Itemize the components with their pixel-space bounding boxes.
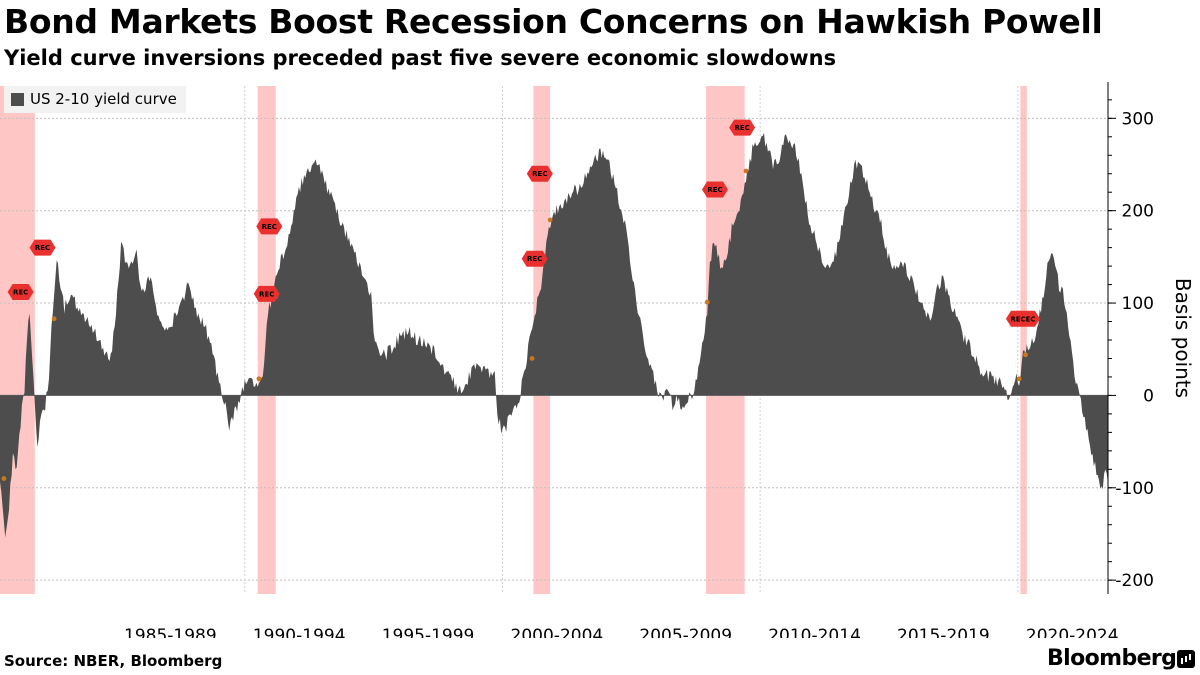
- x-tick-label-4: 2005-2009: [639, 626, 732, 638]
- rec-marker-shape-2: [253, 285, 280, 302]
- recession-dot-1: [51, 316, 57, 322]
- x-tick-label-1: 1990-1994: [253, 626, 346, 638]
- rec-marker-label-1: REC: [35, 244, 50, 252]
- bloomberg-chart-icon: [1177, 650, 1195, 668]
- x-tick-label-3: 2000-2004: [511, 626, 604, 638]
- series-area-us-2-10-yield-curve: [0, 132, 1108, 538]
- y-tick-label--200: -200: [1115, 571, 1154, 591]
- yield-curve-chart: REC REC REC REC REC REC REC REC RECEC -200 -100 0 1…: [0, 82, 1154, 638]
- recession-dot-9: [1023, 352, 1028, 358]
- rec-marker-shape-7: [729, 119, 756, 136]
- recession-dot-2: [256, 376, 262, 382]
- recession-dot-6: [704, 299, 710, 305]
- rec-marker-shape-4: [521, 250, 548, 267]
- rec-marker-label-8: RECEC: [1010, 315, 1035, 323]
- rec-marker-label-7: REC: [734, 124, 749, 132]
- chart-title: Bond Markets Boost Recession Concerns on…: [4, 2, 1103, 41]
- rec-marker-6: REC: [702, 181, 729, 198]
- recession-dot-8: [1016, 376, 1022, 382]
- y-tick-label-300: 300: [1122, 109, 1154, 129]
- y-tick-label-100: 100: [1122, 294, 1154, 314]
- x-tick-label-5: 2010-2014: [768, 626, 861, 638]
- bloomberg-logo: Bloomberg: [1047, 646, 1177, 671]
- rec-marker-shape-6: [702, 181, 729, 198]
- x-tick-label-7: 2020-2024: [1026, 626, 1119, 638]
- recession-dot-4: [529, 356, 535, 361]
- recession-markers: REC REC REC REC REC REC REC REC RECEC: [7, 119, 1040, 327]
- y-tick-label-0: 0: [1143, 386, 1154, 406]
- rec-marker-shape-5: [526, 165, 553, 182]
- legend-swatch: [11, 92, 24, 106]
- rec-marker-label-3: REC: [262, 223, 277, 231]
- chart-subtitle: Yield curve inversions preceded past fiv…: [4, 46, 837, 70]
- rec-marker-7: REC: [729, 119, 756, 136]
- rec-marker-label-4: REC: [527, 255, 542, 263]
- rec-marker-shape-1: [29, 239, 56, 256]
- source-note: Source: NBER, Bloomberg: [4, 652, 223, 670]
- recession-band-4: [1020, 86, 1027, 594]
- y-axis-label: Basis points: [1171, 277, 1195, 399]
- rec-marker-5: REC: [526, 165, 553, 182]
- rec-marker-1: REC: [29, 239, 56, 256]
- rec-marker-label-2: REC: [259, 290, 274, 298]
- recession-dot-5: [547, 217, 553, 223]
- rec-marker-4: REC: [521, 250, 548, 267]
- y-axis: -200 -100 0 100 200 300: [1107, 82, 1154, 594]
- rec-marker-8: RECEC: [1005, 310, 1040, 327]
- rec-marker-label-0: REC: [13, 288, 28, 296]
- x-tick-label-2: 1995-1999: [382, 626, 475, 638]
- legend: US 2-10 yield curve: [4, 86, 186, 113]
- y-tick-label-200: 200: [1122, 202, 1154, 222]
- recession-dot-7: [743, 168, 749, 174]
- rec-marker-shape-0: [7, 283, 34, 300]
- rec-marker-3: REC: [256, 218, 283, 235]
- rec-marker-label-6: REC: [707, 186, 722, 194]
- x-tick-label-6: 2015-2019: [897, 626, 990, 638]
- rec-marker-0: REC: [7, 283, 34, 300]
- y-tick-label--100: -100: [1115, 479, 1154, 499]
- rec-marker-shape-3: [256, 218, 283, 235]
- legend-label: US 2-10 yield curve: [30, 90, 177, 108]
- x-axis: 1985-1989 1990-1994 1995-1999 2000-2004 2005…: [124, 626, 1119, 638]
- recession-dot-0: [1, 476, 7, 481]
- rec-marker-shape-8: [1005, 310, 1040, 327]
- rec-marker-2: REC: [253, 285, 280, 302]
- rec-marker-label-5: REC: [532, 170, 547, 178]
- x-tick-label-0: 1985-1989: [124, 626, 217, 638]
